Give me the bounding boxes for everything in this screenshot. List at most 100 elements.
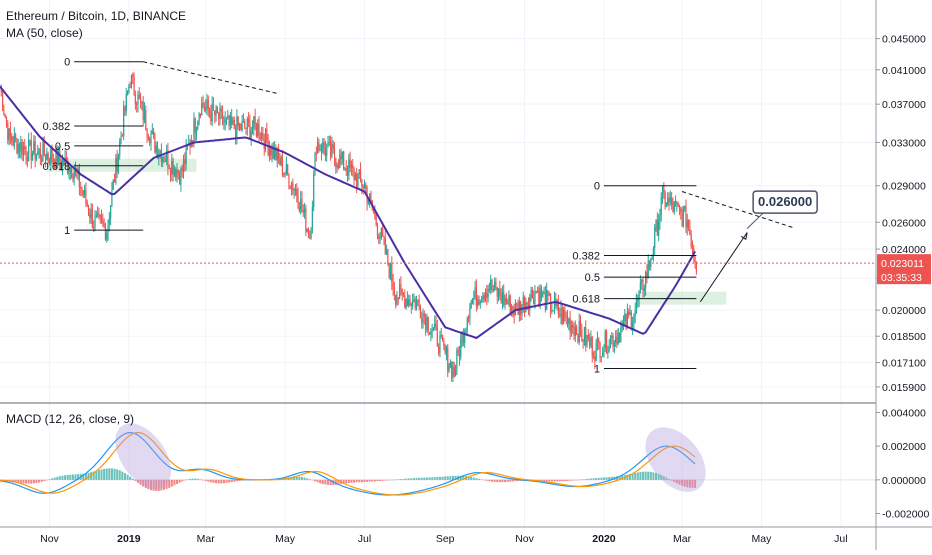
ma-legend[interactable]: MA (50, close) <box>6 26 83 40</box>
candle-body <box>349 159 351 168</box>
candle-body <box>585 327 587 346</box>
macd-histogram-bar <box>561 479 564 482</box>
macd-legend[interactable]: MACD (12, 26, close, 9) <box>6 412 135 426</box>
candle-body <box>25 149 27 158</box>
macd-histogram-bar <box>12 479 15 483</box>
candle-body <box>336 165 338 168</box>
candle-body <box>333 148 336 159</box>
candle-body <box>136 103 138 105</box>
candle-body <box>156 145 159 158</box>
candle-body <box>171 160 173 175</box>
macd-histogram-bar <box>470 476 473 480</box>
candle-body <box>173 169 176 176</box>
macd-histogram-bar <box>189 478 192 480</box>
candle-body <box>133 76 135 95</box>
candle-body <box>589 338 591 346</box>
macd-histogram-bar <box>579 479 582 481</box>
candle-body <box>18 144 21 152</box>
target-label: 0.026000 <box>758 194 812 209</box>
candle-body <box>531 290 533 299</box>
candle-body <box>146 128 148 136</box>
candle-body <box>448 366 450 372</box>
candle-body <box>215 106 217 116</box>
candle-body <box>358 169 360 174</box>
candle-body <box>680 208 682 212</box>
macd-histogram-bar <box>105 468 108 480</box>
candle-body <box>363 184 366 189</box>
candle-body <box>280 157 282 165</box>
candle-body <box>380 228 382 237</box>
macd-histogram-bar <box>501 479 504 483</box>
candle-body <box>106 232 108 240</box>
candle-body <box>306 228 308 232</box>
candle-body <box>52 159 54 161</box>
candle-body <box>169 168 172 175</box>
macd-histogram-bar <box>686 479 689 488</box>
candle-body <box>505 297 507 304</box>
candle-body <box>563 310 565 324</box>
macd-histogram-bar <box>379 479 382 481</box>
candle-body <box>307 228 310 238</box>
candle-body <box>690 235 692 247</box>
macd-histogram-bar <box>69 474 72 480</box>
time-tick-label: Jul <box>358 533 371 545</box>
price-tick-label: 0.041000 <box>882 65 926 77</box>
candle-body <box>634 309 636 316</box>
candle-body <box>402 293 405 296</box>
symbol-legend[interactable]: Ethereum / Bitcoin, 1D, BINANCE <box>6 9 187 23</box>
macd-histogram-bar <box>14 479 17 483</box>
candle-body <box>367 200 369 203</box>
macd-histogram-bar <box>472 477 475 480</box>
candle-body <box>322 142 324 153</box>
candle-body <box>294 189 297 191</box>
candle-body <box>130 74 133 87</box>
candle-body <box>447 347 449 372</box>
candle-body <box>129 86 131 88</box>
candle-body <box>35 154 38 160</box>
candle-body <box>559 314 561 317</box>
candle-body <box>460 338 462 358</box>
macd-histogram-bar <box>103 468 106 480</box>
candle-body <box>328 142 330 144</box>
candle-body <box>449 362 451 367</box>
macd-histogram-bar <box>329 479 332 486</box>
candle-body <box>181 168 183 171</box>
candle-body <box>642 279 644 292</box>
macd-histogram-bar <box>550 479 553 482</box>
candle-body <box>163 156 165 161</box>
macd-histogram-bar <box>517 479 520 482</box>
candle-body <box>504 297 506 305</box>
candle-body <box>370 194 372 201</box>
price-tick-label: 0.024000 <box>882 244 926 256</box>
candle-body <box>104 226 107 240</box>
candle-body <box>438 346 440 354</box>
candle-body <box>193 118 195 143</box>
candle-body <box>197 120 199 129</box>
candle-body <box>70 167 73 178</box>
macd-histogram-bar <box>308 479 311 480</box>
candle-body <box>203 107 205 111</box>
candle-body <box>417 299 419 301</box>
candle-body <box>285 164 287 174</box>
candle-body <box>646 272 648 277</box>
candle-body <box>383 236 385 238</box>
macd-histogram-bar <box>355 479 358 483</box>
candle-body <box>602 351 604 357</box>
candle-body <box>494 281 496 290</box>
macd-histogram-bar <box>498 479 501 483</box>
macd-histogram-bar <box>191 478 194 480</box>
time-tick-label: 2019 <box>117 533 141 545</box>
macd-histogram-bar <box>152 479 155 491</box>
candle-body <box>508 295 510 304</box>
candle-body <box>194 118 196 133</box>
candle-body <box>8 128 10 141</box>
candle-body <box>340 155 342 160</box>
candle-body <box>486 293 488 298</box>
macd-histogram-bar <box>22 479 25 484</box>
candle-body <box>362 186 364 189</box>
macd-histogram-bar <box>84 473 87 480</box>
candle-body <box>350 165 353 168</box>
macd-tick-label: 0.000000 <box>882 475 926 487</box>
candle-body <box>212 104 215 111</box>
